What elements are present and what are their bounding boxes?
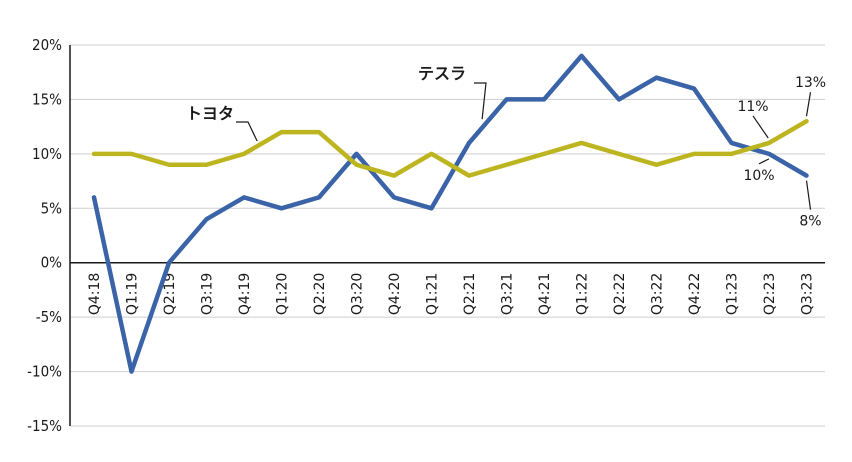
y-tick-label: -10% [27, 363, 62, 381]
x-tick-label: Q2:20 [312, 273, 328, 315]
x-tick-label: Q2:22 [612, 273, 628, 315]
x-tick-label: Q3:22 [650, 273, 666, 315]
data-label: 10% [743, 168, 774, 184]
x-tick-label: Q4:21 [537, 273, 553, 315]
x-tick-label: Q1:19 [125, 273, 141, 315]
y-tick-label: 0% [41, 254, 63, 272]
x-tick-label: Q1:20 [275, 273, 291, 315]
y-tick-label: 5% [41, 199, 63, 217]
series-label-leader [236, 121, 258, 142]
x-tick-label: Q1:23 [725, 273, 741, 315]
y-tick-label: 10% [32, 145, 62, 163]
data-label: 8% [799, 214, 821, 230]
y-tick-label: 20% [32, 36, 62, 54]
x-tick-label: Q4:22 [687, 273, 703, 315]
x-tick-label: Q2:23 [762, 273, 778, 315]
x-tick-label: Q3:21 [500, 273, 516, 315]
y-tick-label: -15% [27, 417, 62, 435]
series [91, 53, 809, 374]
x-tick-label: Q3:19 [200, 273, 216, 315]
x-tick-label: Q4:19 [237, 273, 253, 315]
series-name-label: テスラ [418, 64, 466, 83]
x-tick-label: Q4:20 [387, 273, 403, 315]
series-name-label: トヨタ [186, 104, 234, 123]
y-tick-label: 15% [32, 90, 62, 108]
annotation-leader [758, 158, 770, 165]
x-tick-label: Q4:18 [87, 273, 103, 315]
annotation-leader [805, 92, 812, 117]
series-line-1 [91, 118, 809, 178]
grid [70, 44, 825, 427]
x-tick-label: Q1:22 [575, 273, 591, 315]
x-tick-label: Q2:21 [462, 273, 478, 315]
annotation-leader [805, 180, 812, 210]
series-label-leader [474, 82, 487, 120]
x-tick-label: Q1:21 [425, 273, 441, 315]
x-tick-label: Q3:23 [800, 273, 816, 315]
annotation-leader [752, 115, 769, 139]
x-tick-label: Q3:20 [350, 273, 366, 315]
data-label: 13% [795, 75, 826, 91]
x-tick-label: Q2:19 [162, 273, 178, 315]
data-label: 11% [737, 99, 768, 115]
series-line-0 [91, 53, 809, 374]
axes: 20% 15% 10% 5% 0% -5% -10% -15% Q4:18 Q1:19 Q2:19 Q… [27, 36, 825, 435]
y-tick-label: -5% [36, 308, 62, 326]
